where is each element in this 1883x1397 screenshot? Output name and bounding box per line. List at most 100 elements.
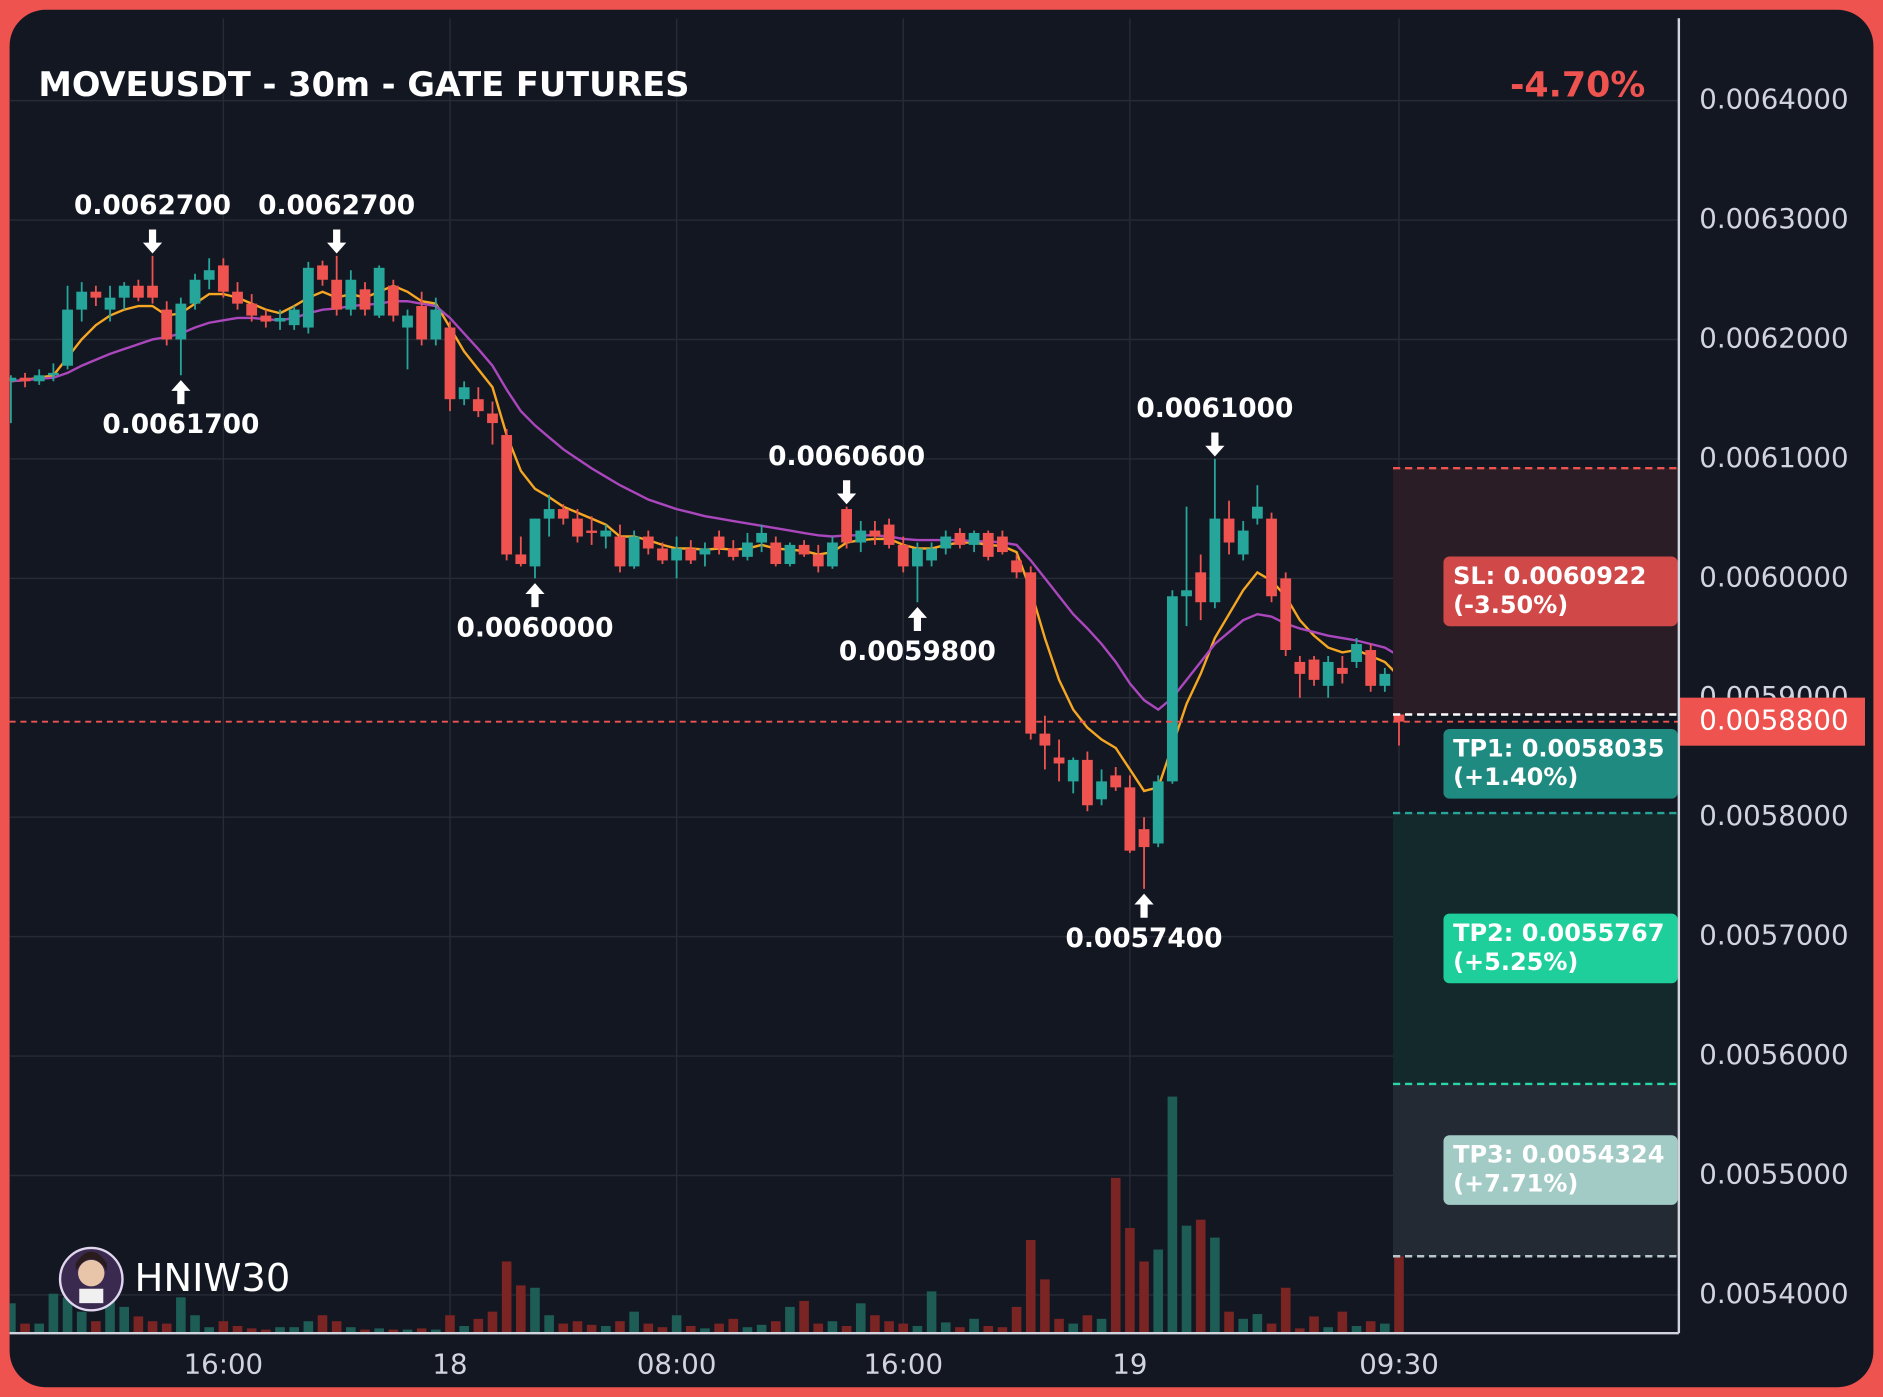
candle-body bbox=[1152, 781, 1164, 844]
volume-bar bbox=[62, 1297, 73, 1334]
candle-body bbox=[1365, 650, 1377, 686]
candle-body bbox=[274, 317, 286, 322]
volume-bar bbox=[770, 1321, 781, 1334]
candle-body bbox=[912, 548, 923, 567]
volume-bar bbox=[1380, 1323, 1390, 1334]
volume-bar bbox=[1068, 1323, 1079, 1334]
candle-body bbox=[1110, 775, 1122, 788]
annotation-arrow bbox=[1134, 893, 1154, 918]
volume-bar bbox=[1025, 1239, 1036, 1334]
volume-bar bbox=[912, 1326, 923, 1334]
volume-bar bbox=[1110, 1177, 1121, 1334]
candle-body bbox=[798, 544, 810, 555]
candle-body bbox=[713, 536, 725, 549]
candle-body bbox=[543, 509, 555, 519]
volume-bar bbox=[105, 1297, 115, 1334]
candle-body bbox=[770, 542, 782, 565]
candle-body bbox=[628, 536, 640, 567]
volume-bar bbox=[742, 1327, 753, 1334]
y-tick-label: 0.0055000 bbox=[1699, 1158, 1848, 1191]
candle-body bbox=[1336, 667, 1348, 674]
volume-bar bbox=[416, 1328, 427, 1334]
candle-body bbox=[600, 530, 612, 537]
volume-bar bbox=[643, 1323, 654, 1334]
candle-body bbox=[642, 536, 654, 549]
candle-body bbox=[189, 279, 201, 304]
candle-body bbox=[855, 530, 867, 543]
annotation-label: 0.0062700 bbox=[258, 190, 415, 221]
volume-bar bbox=[317, 1315, 328, 1334]
candle-body bbox=[1195, 572, 1207, 603]
candle-body bbox=[572, 518, 583, 537]
volume-bar bbox=[657, 1327, 668, 1334]
candle-body bbox=[458, 387, 470, 400]
y-tick-label: 0.0056000 bbox=[1699, 1038, 1848, 1071]
y-tick-label: 0.0054000 bbox=[1699, 1277, 1848, 1310]
volume-bar bbox=[232, 1326, 243, 1334]
volume-bar bbox=[261, 1329, 271, 1334]
volume-bar bbox=[1224, 1311, 1234, 1334]
candle-body bbox=[1039, 733, 1051, 746]
volume-bar bbox=[1323, 1327, 1333, 1334]
x-tick-label: 09:30 bbox=[1359, 1348, 1439, 1381]
volume-bar bbox=[133, 1316, 144, 1334]
candle-body bbox=[1322, 661, 1334, 686]
candle-body bbox=[444, 327, 456, 400]
level-box bbox=[1443, 556, 1678, 627]
volume-bar bbox=[289, 1327, 299, 1334]
volume-bar bbox=[9, 1303, 16, 1334]
chart-title: MOVEUSDT - 30m - GATE FUTURES bbox=[38, 65, 689, 104]
candle-body bbox=[373, 267, 385, 316]
volume-bar bbox=[615, 1321, 625, 1334]
candle-body bbox=[586, 530, 598, 533]
level-change: (-3.50%) bbox=[1453, 591, 1568, 619]
volume-bar bbox=[983, 1326, 994, 1334]
candle-body bbox=[940, 536, 952, 549]
overlay: 0.0054000 0.0055000 0.0056000 0.0057000 0.00… bbox=[9, 83, 1865, 1381]
candle-body bbox=[19, 377, 31, 382]
volume-bar bbox=[955, 1327, 965, 1334]
candle-body bbox=[288, 309, 300, 326]
volume-bar bbox=[629, 1311, 639, 1334]
candle-body bbox=[1124, 787, 1136, 851]
candle-body bbox=[118, 285, 130, 298]
candle-body bbox=[1223, 518, 1235, 543]
candle-body bbox=[430, 309, 442, 340]
volume-bar bbox=[969, 1318, 979, 1334]
candle-body bbox=[515, 554, 527, 565]
volume-bar bbox=[473, 1318, 484, 1334]
volume-bar bbox=[1351, 1326, 1362, 1334]
volume-bar bbox=[275, 1327, 285, 1334]
candle-body bbox=[982, 532, 994, 557]
volume-bar bbox=[785, 1306, 795, 1334]
volume-bar bbox=[1238, 1318, 1249, 1334]
x-tick-label: 19 bbox=[1112, 1348, 1147, 1381]
volume-bar bbox=[1365, 1321, 1376, 1334]
y-tick-label: 0.0061000 bbox=[1699, 441, 1848, 474]
candle-body bbox=[968, 532, 980, 545]
candle-body bbox=[472, 399, 484, 412]
volume-bar bbox=[190, 1315, 200, 1334]
watermark: HNIW30 bbox=[135, 1256, 291, 1301]
volume-bar bbox=[1195, 1219, 1206, 1334]
candle-body bbox=[387, 285, 399, 316]
volume-bar bbox=[1082, 1315, 1093, 1334]
annotation-arrow bbox=[525, 583, 545, 608]
level-change: (+1.40%) bbox=[1453, 763, 1578, 791]
volume-bar bbox=[926, 1291, 937, 1334]
volume-bar bbox=[997, 1327, 1008, 1334]
candle-body bbox=[9, 377, 17, 382]
level-box bbox=[1443, 728, 1678, 799]
candle-body bbox=[33, 375, 45, 382]
volume-bar bbox=[1309, 1316, 1319, 1334]
volume-bar bbox=[402, 1329, 413, 1334]
volume-bar bbox=[870, 1315, 880, 1334]
volume-bar bbox=[1096, 1318, 1107, 1334]
candle-body bbox=[132, 285, 144, 298]
candle-body bbox=[1308, 659, 1320, 680]
candle-body bbox=[76, 291, 88, 310]
candle-body bbox=[926, 548, 937, 561]
volume-bar bbox=[1054, 1318, 1064, 1334]
x-tick-label: 16:00 bbox=[184, 1348, 264, 1381]
